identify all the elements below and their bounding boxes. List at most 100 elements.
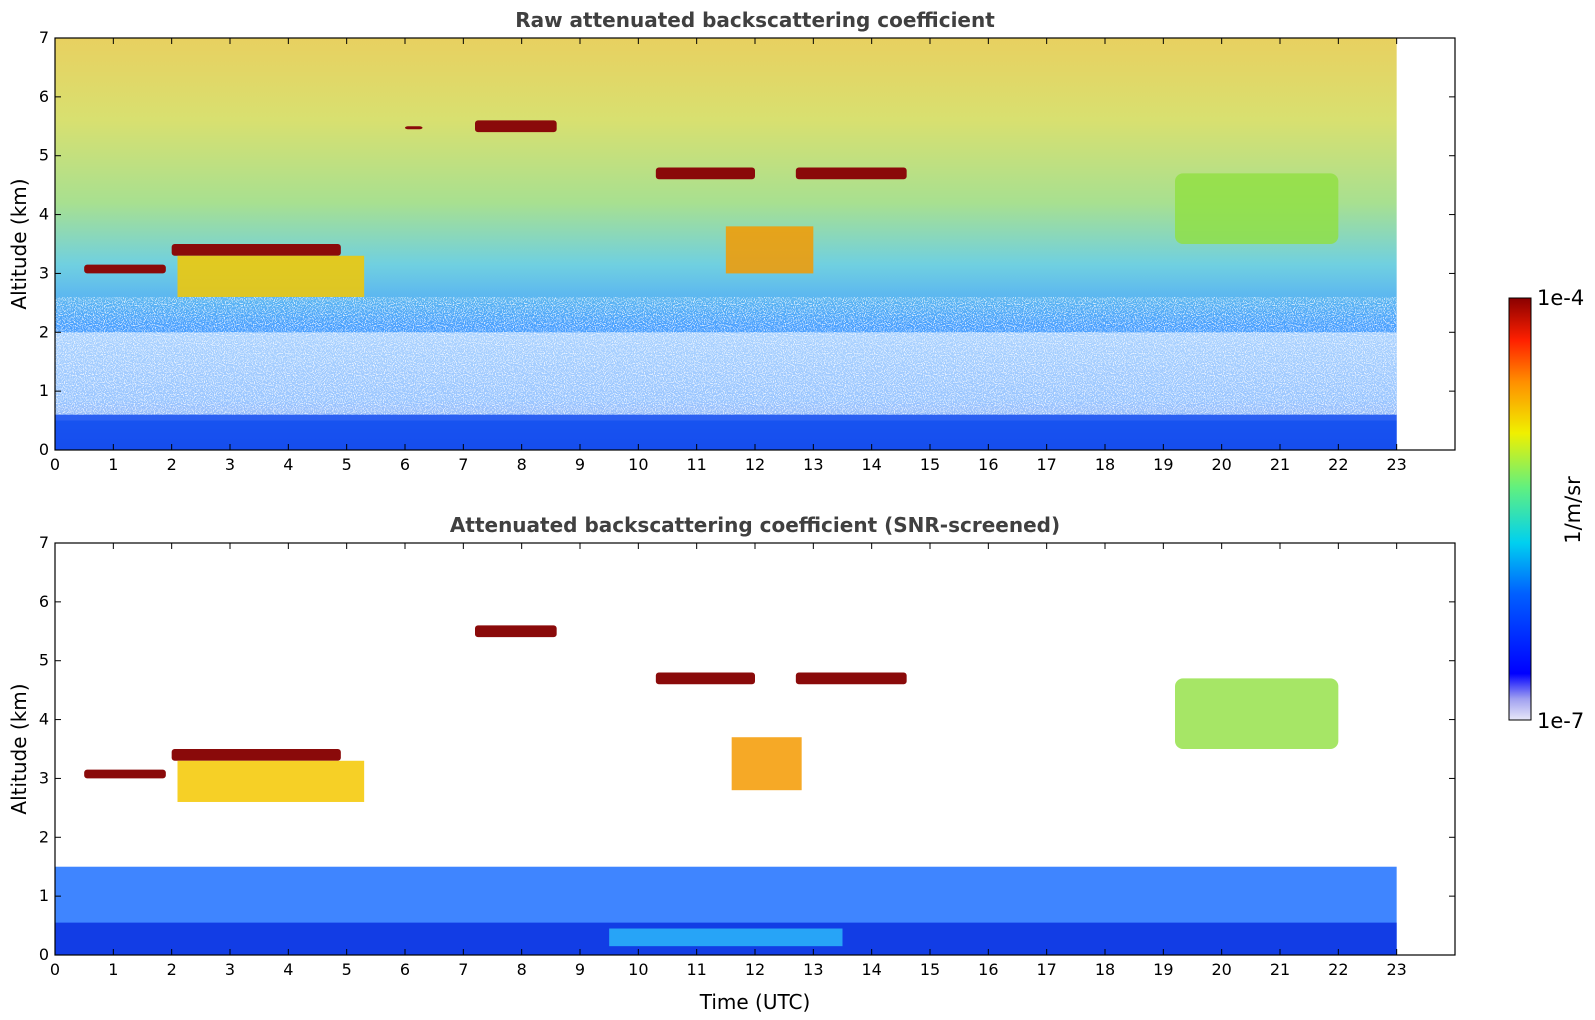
y-tick-label: 3 xyxy=(39,768,49,787)
raw-noise xyxy=(55,296,1397,415)
x-tick-label: 18 xyxy=(1095,960,1115,979)
x-tick-label: 20 xyxy=(1211,960,1231,979)
y-tick-label: 6 xyxy=(39,87,49,106)
screened-features xyxy=(55,625,1397,955)
x-tick-label: 6 xyxy=(400,455,410,474)
y-tick-label: 5 xyxy=(39,146,49,165)
x-tick-label: 7 xyxy=(458,960,468,979)
feature-cirrus xyxy=(1175,678,1339,749)
y-tick-label: 4 xyxy=(39,205,49,224)
colorbar: 1e-4 1e-7 1/m/sr xyxy=(1508,286,1585,733)
feature-cloud xyxy=(655,167,755,180)
x-tick-label: 17 xyxy=(1036,455,1056,474)
x-tick-label: 10 xyxy=(628,960,648,979)
feature-cloud xyxy=(795,672,907,685)
x-tick-label: 2 xyxy=(167,455,177,474)
colorbar-unit-label: 1/m/sr xyxy=(1561,476,1585,544)
colorbar-max-label: 1e-4 xyxy=(1537,286,1584,310)
x-tick-label: 9 xyxy=(575,455,585,474)
x-tick-label: 13 xyxy=(803,455,823,474)
panel-raw-y-axis: 0 1 2 3 4 5 6 7 xyxy=(39,28,1455,459)
panel-raw-ylabel: Altitude (km) xyxy=(7,178,31,309)
feature-cloud xyxy=(475,625,557,638)
panel-screened-y-axis: 0 1 2 3 4 5 6 7 xyxy=(39,533,1455,964)
feature-cloud xyxy=(84,264,166,274)
x-tick-label: 4 xyxy=(283,455,293,474)
x-tick-label: 12 xyxy=(745,455,765,474)
x-tick-label: 11 xyxy=(686,960,706,979)
feature-cloud-fill xyxy=(177,255,365,297)
panel-screened-xlabel: Time (UTC) xyxy=(699,990,811,1014)
x-tick-label: 9 xyxy=(575,960,585,979)
x-tick-label: 0 xyxy=(50,455,60,474)
panel-screened: Attenuated backscattering coefficient (S… xyxy=(7,513,1456,1014)
x-tick-label: 15 xyxy=(920,455,940,474)
x-tick-label: 5 xyxy=(342,960,352,979)
feature-cloud xyxy=(405,126,423,130)
x-tick-label: 23 xyxy=(1386,455,1406,474)
y-tick-label: 6 xyxy=(39,592,49,611)
x-tick-label: 19 xyxy=(1153,455,1173,474)
x-tick-label: 2 xyxy=(167,960,177,979)
y-tick-label: 3 xyxy=(39,263,49,282)
panel-raw: Raw attenuated backscattering coefficien… xyxy=(7,8,1456,474)
y-tick-label: 7 xyxy=(39,533,49,552)
x-tick-label: 4 xyxy=(283,960,293,979)
screened-bl-aerosol xyxy=(609,928,843,947)
x-tick-label: 17 xyxy=(1036,960,1056,979)
y-tick-label: 1 xyxy=(39,886,49,905)
y-tick-label: 5 xyxy=(39,651,49,670)
feature-boundary-layer xyxy=(55,414,1397,450)
x-tick-label: 22 xyxy=(1328,960,1348,979)
x-tick-label: 19 xyxy=(1153,960,1173,979)
x-tick-label: 3 xyxy=(225,960,235,979)
panel-raw-title: Raw attenuated backscattering coefficien… xyxy=(515,8,995,32)
x-tick-label: 13 xyxy=(803,960,823,979)
feature-cloud xyxy=(171,244,341,256)
feature-cloud xyxy=(84,769,166,779)
x-tick-label: 10 xyxy=(628,455,648,474)
x-tick-label: 18 xyxy=(1095,455,1115,474)
colorbar-gradient xyxy=(1508,297,1532,721)
feature-cloud xyxy=(795,167,907,180)
raw-features-hilite xyxy=(55,120,1397,450)
x-tick-label: 0 xyxy=(50,960,60,979)
y-tick-label: 2 xyxy=(39,322,49,341)
y-tick-label: 0 xyxy=(39,440,49,459)
colorbar-min-label: 1e-7 xyxy=(1537,709,1584,733)
feature-cloud-fill xyxy=(177,760,365,802)
x-tick-label: 8 xyxy=(517,960,527,979)
panel-screened-x-axis: 0 1 2 3 4 5 6 7 8 9 10 11 12 13 14 15 16 17 18 19 20 21 22 23 xyxy=(50,543,1407,979)
x-tick-label: 16 xyxy=(978,455,998,474)
x-tick-label: 6 xyxy=(400,960,410,979)
x-tick-label: 11 xyxy=(686,455,706,474)
y-tick-label: 1 xyxy=(39,381,49,400)
feature-cloud xyxy=(655,672,755,685)
y-tick-label: 2 xyxy=(39,827,49,846)
x-tick-label: 1 xyxy=(108,455,118,474)
x-tick-label: 22 xyxy=(1328,455,1348,474)
x-tick-label: 20 xyxy=(1211,455,1231,474)
feature-cloud xyxy=(475,120,557,133)
feature-cirrus xyxy=(1175,173,1339,244)
panel-screened-title: Attenuated backscattering coefficient (S… xyxy=(450,513,1060,537)
panel-screened-ylabel: Altitude (km) xyxy=(7,683,31,814)
panel-raw-image xyxy=(55,38,1397,450)
x-tick-label: 14 xyxy=(861,960,881,979)
x-tick-label: 14 xyxy=(861,455,881,474)
x-tick-label: 23 xyxy=(1386,960,1406,979)
y-tick-label: 7 xyxy=(39,28,49,47)
y-tick-label: 0 xyxy=(39,945,49,964)
feature-cloud-fill xyxy=(731,737,802,791)
x-tick-label: 3 xyxy=(225,455,235,474)
x-tick-label: 1 xyxy=(108,960,118,979)
feature-cloud xyxy=(171,749,341,761)
x-tick-label: 16 xyxy=(978,960,998,979)
x-tick-label: 21 xyxy=(1270,960,1290,979)
x-tick-label: 21 xyxy=(1270,455,1290,474)
x-tick-label: 8 xyxy=(517,455,527,474)
x-tick-label: 12 xyxy=(745,960,765,979)
x-tick-label: 5 xyxy=(342,455,352,474)
y-tick-label: 4 xyxy=(39,710,49,729)
